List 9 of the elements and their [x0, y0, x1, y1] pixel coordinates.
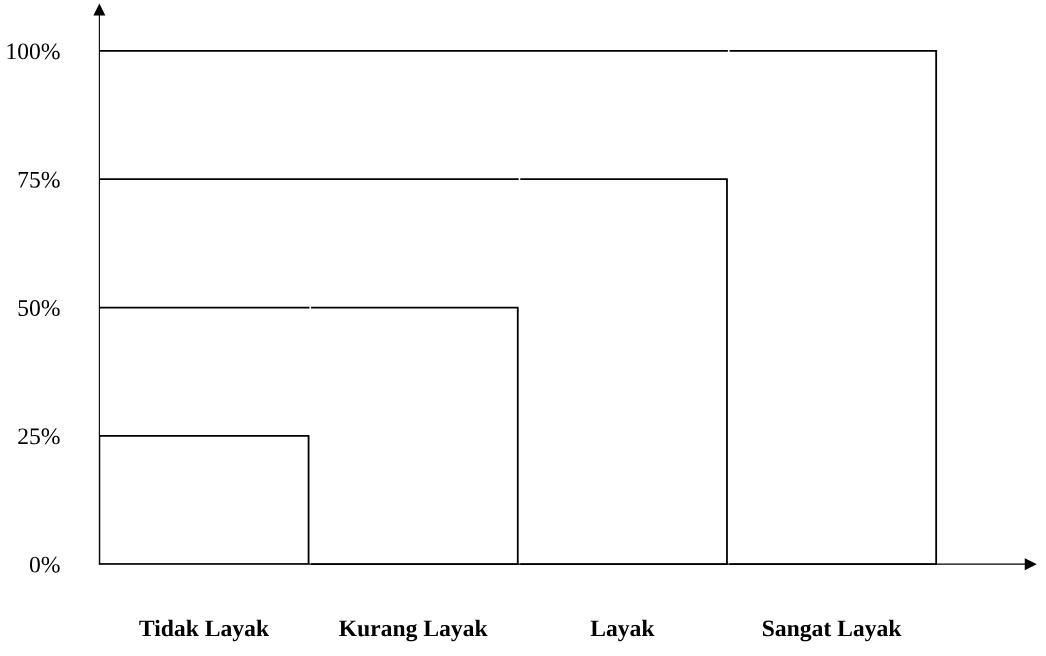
y-tick-label: 25% — [18, 428, 60, 445]
y-tick-label: 75% — [18, 171, 60, 188]
y-tick-label: 50% — [18, 300, 60, 317]
y-tick-label: 0% — [29, 556, 60, 573]
x-tick-label: Sangat Layak — [762, 619, 902, 642]
x-tick-label: Tidak Layak — [139, 619, 270, 642]
y-tick-label: 100% — [7, 43, 60, 60]
x-tick-label: Layak — [590, 619, 655, 642]
x-tick-label: Kurang Layak — [339, 619, 488, 642]
